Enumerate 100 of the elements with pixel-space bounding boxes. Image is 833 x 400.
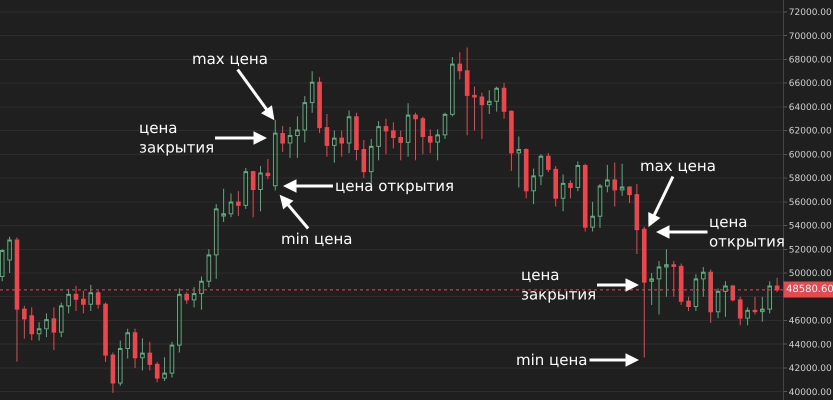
candlestick <box>88 284 94 312</box>
annotation: цена открытия <box>709 213 785 250</box>
y-tick-label: 40000.00 <box>788 388 832 398</box>
y-tick-label: 58000.00 <box>788 174 832 184</box>
candlestick <box>132 328 138 368</box>
candlestick <box>464 46 470 136</box>
candlestick <box>280 125 285 152</box>
candlestick <box>148 341 152 371</box>
candlestick <box>738 296 743 326</box>
candlestick <box>118 340 123 386</box>
candlestick <box>52 306 56 351</box>
annotation: max цена <box>640 157 716 175</box>
y-tick-label: 44000.00 <box>788 340 832 350</box>
candlestick <box>546 152 551 173</box>
candlestick <box>560 174 566 212</box>
candlestick <box>450 56 455 117</box>
y-tick-label: 52000.00 <box>788 245 832 256</box>
candlestick <box>502 82 506 120</box>
candlestick <box>627 186 632 204</box>
candlestick <box>576 160 580 192</box>
candlestick <box>694 274 698 312</box>
candlestick <box>767 280 772 314</box>
candlestick <box>420 116 426 155</box>
ref-line-label: 48580.60 <box>786 284 833 295</box>
candlestick <box>206 248 212 288</box>
candlestick <box>362 140 366 179</box>
candlestick <box>7 236 12 274</box>
y-tick-label: 70000.00 <box>788 32 832 42</box>
candlestick <box>457 52 462 80</box>
candlestick <box>272 120 278 191</box>
candlestick <box>140 338 145 371</box>
candlestick <box>250 170 256 218</box>
candlestick <box>752 296 758 316</box>
candlestick <box>598 183 602 228</box>
annotation: min цена <box>281 230 352 248</box>
candlestick <box>368 138 374 184</box>
candlestick <box>177 288 182 354</box>
candlestick <box>317 76 322 134</box>
candlestick <box>486 90 492 114</box>
candlestick <box>413 112 418 161</box>
candlestick <box>391 122 396 149</box>
annotation: min цена <box>516 351 588 369</box>
candlestick <box>339 130 344 158</box>
candlestick <box>0 248 5 282</box>
candlestick <box>354 112 359 161</box>
annotation: цена закрытия <box>521 266 596 304</box>
candlestick <box>302 96 308 143</box>
candlestick <box>760 296 765 322</box>
y-tick-label: 60000.00 <box>788 150 832 160</box>
candlestick <box>656 260 662 316</box>
candlestick <box>538 154 544 186</box>
candlestick <box>568 180 573 199</box>
candlestick <box>516 136 522 188</box>
candlestick <box>58 302 64 338</box>
candlestick <box>22 305 27 340</box>
candlestick <box>103 302 108 363</box>
candlestick <box>428 128 433 154</box>
candlestick <box>612 162 618 208</box>
candlestick <box>509 110 514 172</box>
candlestick <box>435 128 440 161</box>
candlestick <box>494 86 499 112</box>
candlestick <box>376 120 381 161</box>
candlestick <box>192 286 196 308</box>
candlestick <box>590 201 595 232</box>
candlestick <box>214 204 219 280</box>
candlestick <box>745 306 750 326</box>
candlestick <box>29 306 34 341</box>
candlestick <box>162 356 167 382</box>
candlestick <box>44 312 49 338</box>
annotation: max цена <box>192 50 268 68</box>
candlestick <box>243 167 248 210</box>
candlestick <box>700 266 706 298</box>
y-tick-label: 42000.00 <box>788 364 832 374</box>
candlestick <box>649 272 654 306</box>
candlestick <box>398 130 404 161</box>
y-tick-label: 72000.00 <box>788 8 832 18</box>
candlestick <box>199 276 204 310</box>
candlestick <box>686 296 691 312</box>
candlestick <box>531 168 536 205</box>
candlestick <box>406 102 410 158</box>
candlestick <box>346 110 352 154</box>
candlestick <box>480 92 484 140</box>
candlestick <box>228 192 234 218</box>
y-tick-label: 54000.00 <box>788 222 832 232</box>
candlestick <box>310 70 314 114</box>
annotation: цена закрытия <box>139 119 214 156</box>
y-tick-label: 50000.00 <box>788 269 832 280</box>
candlestick <box>266 158 270 180</box>
candlestick <box>81 290 86 314</box>
y-tick-label: 62000.00 <box>788 126 832 137</box>
candlestick <box>716 288 720 319</box>
candlestick <box>258 166 263 212</box>
y-tick-label: 46000.00 <box>788 316 832 327</box>
candlestick <box>154 362 160 383</box>
candlestick <box>620 163 624 196</box>
candlestick <box>582 163 588 232</box>
candlestick <box>295 116 300 158</box>
y-tick-label: 68000.00 <box>788 56 832 66</box>
candlestick <box>110 352 116 394</box>
candlestick <box>332 130 337 164</box>
